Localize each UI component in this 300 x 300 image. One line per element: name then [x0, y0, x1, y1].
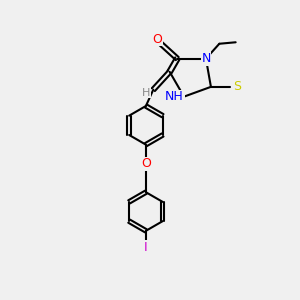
- Text: N: N: [201, 52, 211, 65]
- Text: H: H: [142, 88, 150, 98]
- Text: I: I: [144, 241, 148, 254]
- Text: S: S: [233, 80, 241, 93]
- Text: O: O: [152, 33, 162, 46]
- Text: NH: NH: [165, 90, 184, 103]
- Text: O: O: [141, 158, 151, 170]
